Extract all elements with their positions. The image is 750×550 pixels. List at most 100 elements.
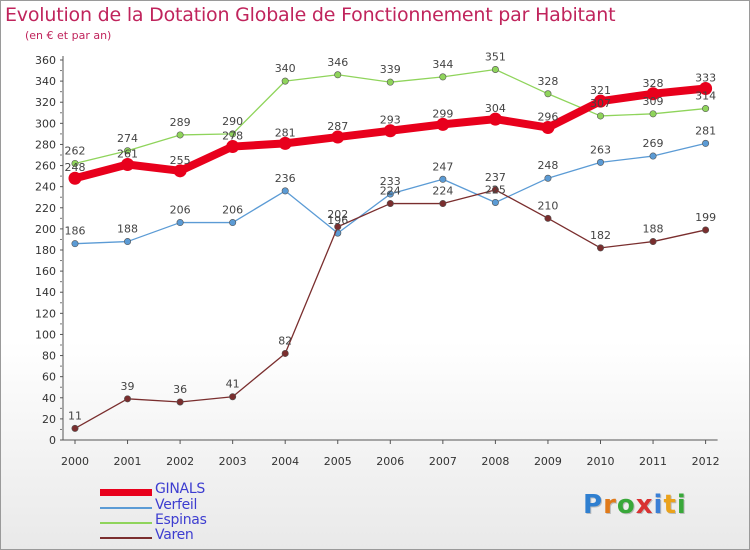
data-point-ginals (226, 140, 240, 154)
logo-letter: t (663, 490, 677, 520)
data-point-varen (491, 186, 499, 194)
data-label-ginals: 261 (117, 148, 138, 161)
y-tick-label: 360 (35, 54, 56, 67)
data-point-verfeil (124, 238, 132, 246)
data-label-ginals: 328 (643, 77, 664, 90)
legend-label: Espinas (155, 512, 207, 528)
legend-swatch-ginals (100, 489, 152, 496)
data-label-ginals: 255 (170, 154, 191, 167)
data-point-espinas (649, 110, 657, 118)
data-label-verfeil: 269 (643, 137, 664, 150)
data-label-varen: 199 (695, 211, 716, 224)
legend-item-varen: Varen (100, 527, 300, 544)
data-point-verfeil (491, 199, 499, 207)
data-label-espinas: 344 (432, 58, 453, 71)
logo-letter: i (653, 490, 664, 520)
data-point-ginals (383, 124, 397, 138)
y-tick-label: 40 (42, 392, 56, 405)
data-point-varen (649, 238, 657, 246)
data-label-verfeil: 248 (537, 159, 558, 172)
y-tick-label: 180 (35, 244, 56, 257)
data-label-verfeil: 206 (170, 204, 191, 217)
y-tick-label: 300 (35, 117, 56, 130)
data-point-varen (176, 398, 184, 406)
x-tick-label: 2009 (534, 455, 562, 468)
data-point-verfeil (71, 240, 79, 248)
y-tick-label: 60 (42, 371, 56, 384)
data-point-ginals (121, 158, 135, 171)
y-tick-label: 260 (35, 160, 56, 173)
data-point-espinas (229, 130, 237, 138)
data-point-ginals (488, 112, 502, 126)
data-labels: 248 261 255 278 281 287 293 299 304 296 321 328 333 1… (65, 51, 717, 423)
data-label-verfeil: 233 (380, 175, 401, 188)
data-point-varen (544, 214, 552, 222)
data-label-varen: 237 (485, 171, 506, 184)
data-point-verfeil (596, 158, 604, 166)
y-tick-label: 280 (35, 138, 56, 151)
data-label-espinas: 339 (380, 63, 401, 76)
data-point-varen (71, 424, 79, 432)
data-point-verfeil (544, 174, 552, 182)
legend-swatch-varen (100, 537, 152, 539)
data-point-verfeil (439, 175, 447, 183)
legend-item-verfeil: Verfeil (100, 497, 300, 514)
data-label-espinas: 307 (590, 97, 611, 110)
data-label-verfeil: 225 (485, 184, 506, 197)
series-line-varen (74, 189, 707, 430)
data-label-ginals: 281 (275, 126, 296, 139)
data-label-varen: 39 (121, 380, 135, 393)
data-point-ginals (278, 136, 292, 150)
chart-title: Evolution de la Dotation Globale de Fonc… (5, 4, 616, 26)
data-point-varen (334, 223, 342, 231)
data-label-ginals: 333 (695, 72, 716, 85)
y-tick-label: 100 (35, 328, 56, 341)
x-tick-label: 2001 (114, 455, 142, 468)
logo-letter: x (635, 490, 654, 520)
data-point-varen (386, 200, 394, 208)
logo-letter: P (583, 490, 604, 520)
x-tick-label: 2005 (324, 455, 352, 468)
data-label-verfeil: 186 (65, 225, 86, 238)
legend-swatch-verfeil (100, 507, 152, 509)
data-point-ginals (436, 117, 450, 131)
logo-letter: r (603, 490, 617, 520)
data-point-ginals (68, 171, 82, 185)
data-label-espinas: 262 (65, 144, 86, 157)
y-tick-label: 340 (35, 75, 56, 88)
data-point-espinas (544, 90, 552, 98)
data-point-varen (124, 395, 132, 403)
legend-label: Verfeil (155, 497, 198, 513)
data-point-ginals (331, 130, 345, 144)
data-point-varen (439, 200, 447, 208)
legend-label: GINALS (155, 481, 205, 497)
series-lines (68, 66, 713, 432)
y-tick-label: 20 (42, 413, 56, 426)
data-label-varen: 182 (590, 229, 611, 242)
x-tick-label: 2012 (692, 455, 720, 468)
data-point-espinas (439, 73, 447, 81)
y-tick-label: 160 (35, 265, 56, 278)
data-label-varen: 202 (327, 208, 348, 221)
legend-item-ginals: GINALS (100, 481, 300, 498)
data-point-espinas (491, 66, 499, 74)
data-label-ginals: 304 (485, 102, 506, 115)
data-label-verfeil: 281 (695, 124, 716, 137)
axes: 0 20 40 60 80 100 120 140 160 180 200 220 240 260 280 3… (35, 54, 720, 468)
data-label-verfeil: 247 (432, 160, 453, 173)
data-point-ginals (699, 82, 713, 95)
data-point-varen (281, 349, 289, 357)
y-tick-label: 120 (35, 307, 56, 320)
data-label-verfeil: 188 (117, 223, 138, 236)
data-point-varen (596, 244, 604, 252)
logo-letter: o (616, 490, 636, 520)
data-label-varen: 210 (537, 199, 558, 212)
data-point-espinas (71, 159, 79, 167)
data-point-verfeil (649, 152, 657, 160)
data-point-ginals (646, 87, 660, 101)
data-label-varen: 41 (226, 378, 240, 391)
data-label-ginals: 321 (590, 84, 611, 97)
y-tick-label: 240 (35, 181, 56, 194)
